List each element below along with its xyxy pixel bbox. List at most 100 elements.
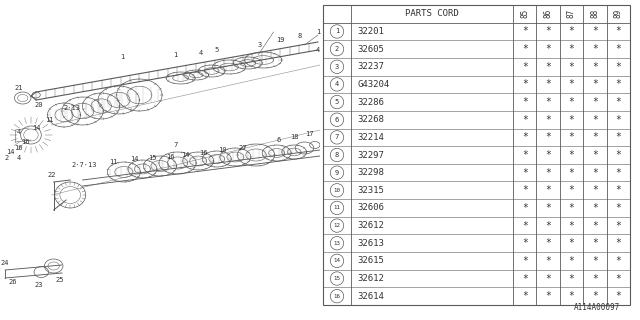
Text: 89: 89 (614, 9, 623, 19)
Text: *: * (568, 274, 575, 284)
Text: 88: 88 (590, 9, 600, 19)
Text: 1: 1 (335, 28, 339, 35)
Text: 2: 2 (335, 46, 339, 52)
Text: *: * (522, 238, 527, 248)
Text: 2: 2 (4, 155, 8, 161)
Text: 32297: 32297 (357, 150, 384, 159)
Text: 32612: 32612 (357, 274, 384, 283)
Text: *: * (545, 220, 551, 231)
Text: *: * (568, 27, 575, 36)
Text: 85: 85 (520, 9, 529, 19)
Text: *: * (545, 79, 551, 89)
Text: 1: 1 (173, 52, 178, 58)
Text: 9: 9 (335, 170, 339, 176)
Text: *: * (616, 220, 621, 231)
Text: *: * (568, 256, 575, 266)
Text: 8: 8 (297, 33, 301, 39)
Text: 4: 4 (316, 47, 320, 53)
Text: *: * (592, 168, 598, 178)
Text: *: * (545, 27, 551, 36)
Text: *: * (522, 44, 527, 54)
Text: 16: 16 (333, 294, 340, 299)
Text: *: * (616, 185, 621, 195)
Text: 32605: 32605 (357, 44, 384, 54)
Text: 27: 27 (238, 145, 247, 151)
Text: *: * (522, 27, 527, 36)
Text: 13: 13 (333, 241, 340, 246)
Text: 1: 1 (120, 54, 124, 60)
Text: 4: 4 (17, 129, 20, 135)
Text: 23: 23 (35, 282, 44, 288)
Text: *: * (616, 274, 621, 284)
Text: 7: 7 (335, 134, 339, 140)
Text: *: * (522, 291, 527, 301)
Text: *: * (568, 220, 575, 231)
Text: *: * (592, 256, 598, 266)
Text: *: * (568, 203, 575, 213)
Text: *: * (568, 185, 575, 195)
Text: *: * (616, 44, 621, 54)
Text: 32612: 32612 (357, 221, 384, 230)
Text: 4: 4 (17, 155, 20, 161)
Text: 32298: 32298 (357, 168, 384, 177)
Text: *: * (568, 291, 575, 301)
Text: 2·7·13: 2·7·13 (72, 162, 97, 168)
Text: *: * (568, 62, 575, 72)
Text: 3: 3 (335, 64, 339, 70)
Bar (323, 5, 630, 305)
Text: *: * (545, 238, 551, 248)
Text: *: * (545, 291, 551, 301)
Text: *: * (568, 150, 575, 160)
Text: 25: 25 (56, 277, 64, 283)
Text: 3: 3 (258, 42, 262, 48)
Text: 11: 11 (109, 159, 118, 165)
Text: 6: 6 (335, 117, 339, 123)
Text: G43204: G43204 (357, 80, 389, 89)
Text: *: * (568, 44, 575, 54)
Text: 24: 24 (1, 260, 10, 266)
Text: *: * (568, 132, 575, 142)
Text: 16: 16 (22, 139, 30, 145)
Text: *: * (522, 79, 527, 89)
Text: *: * (592, 185, 598, 195)
Text: *: * (592, 291, 598, 301)
Text: *: * (616, 238, 621, 248)
Text: 6: 6 (276, 137, 281, 143)
Text: 21: 21 (14, 85, 23, 91)
Text: 26: 26 (8, 279, 17, 285)
Text: *: * (592, 220, 598, 231)
Text: *: * (592, 44, 598, 54)
Text: *: * (545, 62, 551, 72)
Text: 17: 17 (305, 131, 314, 137)
Text: *: * (545, 168, 551, 178)
Text: 15: 15 (333, 276, 340, 281)
Text: 4: 4 (199, 50, 204, 56)
Text: 14: 14 (6, 149, 15, 155)
Text: 19: 19 (276, 37, 285, 43)
Text: *: * (568, 97, 575, 107)
Text: *: * (568, 238, 575, 248)
Text: 32606: 32606 (357, 204, 384, 212)
Text: *: * (616, 150, 621, 160)
Text: 18: 18 (290, 134, 298, 140)
Text: *: * (616, 168, 621, 178)
Text: *: * (545, 115, 551, 125)
Text: 14: 14 (130, 156, 138, 162)
Text: *: * (545, 274, 551, 284)
Text: *: * (522, 256, 527, 266)
Text: 32286: 32286 (357, 98, 384, 107)
Text: *: * (592, 150, 598, 160)
Text: 32613: 32613 (357, 239, 384, 248)
Text: 14: 14 (333, 258, 340, 263)
Text: *: * (616, 291, 621, 301)
Text: *: * (592, 238, 598, 248)
Text: 32268: 32268 (357, 115, 384, 124)
Text: *: * (522, 185, 527, 195)
Text: *: * (616, 97, 621, 107)
Text: 86: 86 (543, 9, 552, 19)
Text: *: * (545, 203, 551, 213)
Text: PARTS CORD: PARTS CORD (405, 9, 459, 18)
Text: *: * (592, 132, 598, 142)
Text: *: * (522, 220, 527, 231)
Text: *: * (545, 150, 551, 160)
